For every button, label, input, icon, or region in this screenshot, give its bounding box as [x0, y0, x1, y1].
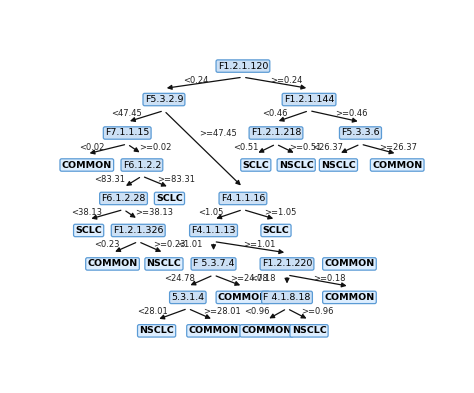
Text: >=0.96: >=0.96: [301, 307, 334, 316]
Text: <47.45: <47.45: [111, 110, 142, 119]
Text: COMMON: COMMON: [62, 160, 112, 169]
Text: F1.2.1.220: F1.2.1.220: [262, 259, 312, 268]
Text: <0.02: <0.02: [79, 143, 104, 152]
Text: F5.3.3.6: F5.3.3.6: [341, 129, 380, 138]
Text: >=47.45: >=47.45: [199, 129, 237, 138]
Text: NSCLC: NSCLC: [146, 259, 182, 268]
Text: SCLC: SCLC: [263, 226, 289, 235]
Text: COMMON: COMMON: [242, 326, 292, 335]
Text: <24.78: <24.78: [164, 274, 195, 283]
Text: COMMON: COMMON: [188, 326, 239, 335]
Text: <0.51: <0.51: [234, 143, 259, 152]
Text: SCLC: SCLC: [75, 226, 102, 235]
Text: >=0.46: >=0.46: [336, 110, 368, 119]
Text: NSCLC: NSCLC: [279, 160, 314, 169]
Text: COMMON: COMMON: [324, 259, 374, 268]
Text: F 4.1.8.18: F 4.1.8.18: [264, 293, 310, 302]
Text: SCLC: SCLC: [242, 160, 269, 169]
Text: >=38.13: >=38.13: [135, 208, 173, 217]
Text: COMMON: COMMON: [372, 160, 422, 169]
Text: <0.23: <0.23: [94, 241, 119, 250]
Text: <0.18: <0.18: [250, 274, 276, 283]
Text: 5.3.1.4: 5.3.1.4: [171, 293, 204, 302]
Text: >=28.01: >=28.01: [203, 307, 241, 316]
Text: <0.24: <0.24: [183, 76, 208, 85]
Text: SCLC: SCLC: [156, 194, 183, 203]
Text: >=83.31: >=83.31: [157, 175, 195, 184]
Text: >=24.78: >=24.78: [230, 274, 268, 283]
Text: <0.96: <0.96: [245, 307, 270, 316]
Text: F6.1.2.28: F6.1.2.28: [101, 194, 146, 203]
Text: COMMON: COMMON: [324, 293, 374, 302]
Text: F1.2.1.144: F1.2.1.144: [284, 95, 334, 104]
Text: <38.13: <38.13: [71, 208, 102, 217]
Text: >=0.24: >=0.24: [270, 76, 302, 85]
Text: <26.37: <26.37: [312, 143, 343, 152]
Text: NSCLC: NSCLC: [292, 326, 327, 335]
Text: <1.01: <1.01: [177, 241, 202, 250]
Text: F 5.3.7.4: F 5.3.7.4: [193, 259, 234, 268]
Text: <28.01: <28.01: [137, 307, 167, 316]
Text: F7.1.1.15: F7.1.1.15: [105, 129, 149, 138]
Text: F4.1.1.16: F4.1.1.16: [221, 194, 265, 203]
Text: >=1.01: >=1.01: [243, 241, 275, 250]
Text: >=0.51: >=0.51: [290, 143, 322, 152]
Text: <0.46: <0.46: [263, 110, 288, 119]
Text: >=1.05: >=1.05: [264, 208, 296, 217]
Text: F1.2.1.120: F1.2.1.120: [218, 62, 268, 71]
Text: COMMON: COMMON: [87, 259, 137, 268]
Text: NSCLC: NSCLC: [139, 326, 174, 335]
Text: F5.3.2.9: F5.3.2.9: [145, 95, 183, 104]
Text: >=26.37: >=26.37: [379, 143, 417, 152]
Text: >=0.02: >=0.02: [139, 143, 171, 152]
Text: >=0.18: >=0.18: [313, 274, 346, 283]
Text: F6.1.2.2: F6.1.2.2: [123, 160, 161, 169]
Text: <1.05: <1.05: [198, 208, 223, 217]
Text: F1.2.1.218: F1.2.1.218: [251, 129, 301, 138]
Text: F1.2.1.326: F1.2.1.326: [113, 226, 164, 235]
Text: NSCLC: NSCLC: [321, 160, 356, 169]
Text: <83.31: <83.31: [94, 175, 125, 184]
Text: COMMON: COMMON: [218, 293, 268, 302]
Text: F4.1.1.13: F4.1.1.13: [191, 226, 236, 235]
Text: >=0.23: >=0.23: [153, 241, 186, 250]
